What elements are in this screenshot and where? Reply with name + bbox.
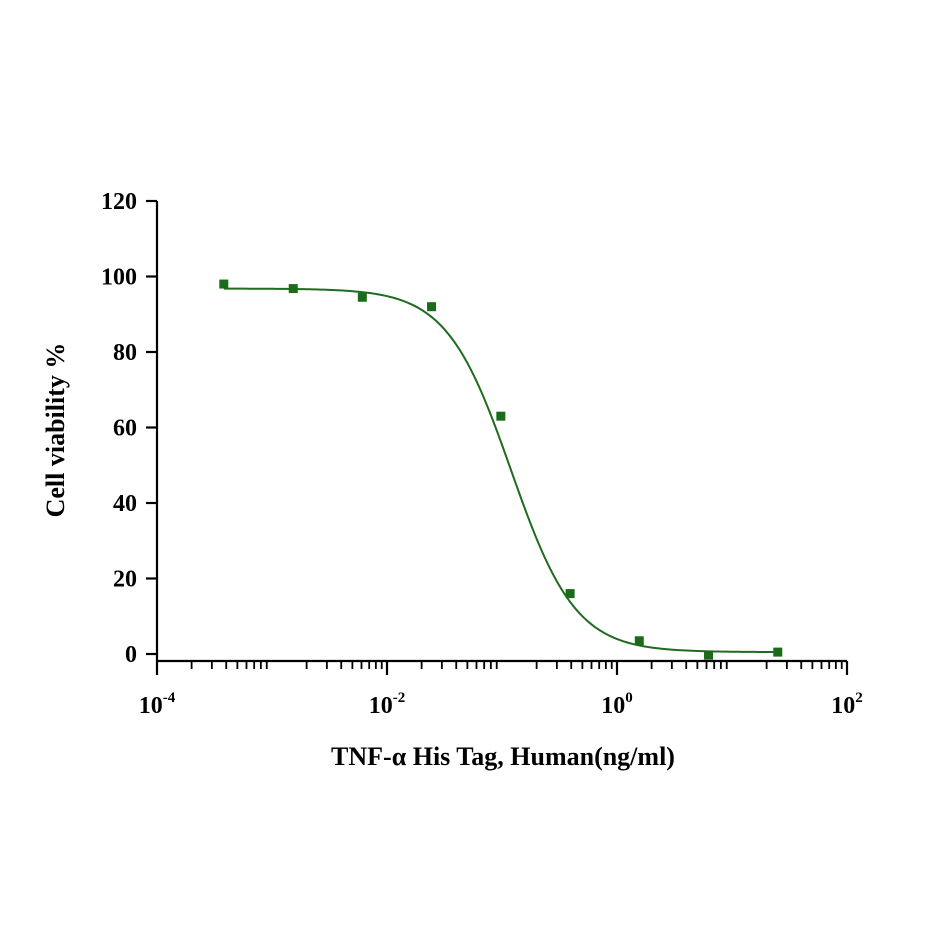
- y-axis-title: Cell viability %: [41, 343, 70, 518]
- y-tick-label: 100: [101, 265, 137, 291]
- x-tick-label: 100: [601, 690, 633, 719]
- data-point: [427, 302, 437, 312]
- x-tick-label: 10-2: [369, 690, 406, 719]
- data-point: [357, 292, 367, 302]
- x-tick-label: 102: [831, 690, 863, 719]
- data-point: [704, 650, 714, 660]
- data-point: [496, 411, 506, 421]
- x-tick-label: 10-4: [139, 690, 176, 719]
- axes: 0 20 40 60 80 100 120 10-4 10-2 100 102: [101, 189, 863, 719]
- data-point: [773, 647, 783, 657]
- data-point: [219, 279, 229, 289]
- data-point: [288, 284, 298, 294]
- fit-curve-layer: [223, 287, 778, 654]
- fit-curve: [223, 287, 778, 654]
- x-axis-title: TNF-α His Tag, Human(ng/ml): [331, 742, 675, 771]
- y-tick-label: 80: [113, 340, 137, 366]
- y-tick-label: 120: [101, 189, 137, 215]
- y-tick-label: 60: [113, 416, 137, 442]
- data-point: [634, 636, 644, 646]
- y-tick-label: 20: [113, 567, 137, 593]
- data-point: [565, 589, 575, 599]
- data-points-layer: [219, 279, 783, 660]
- y-tick-label: 40: [113, 491, 137, 517]
- y-tick-label: 0: [125, 642, 137, 668]
